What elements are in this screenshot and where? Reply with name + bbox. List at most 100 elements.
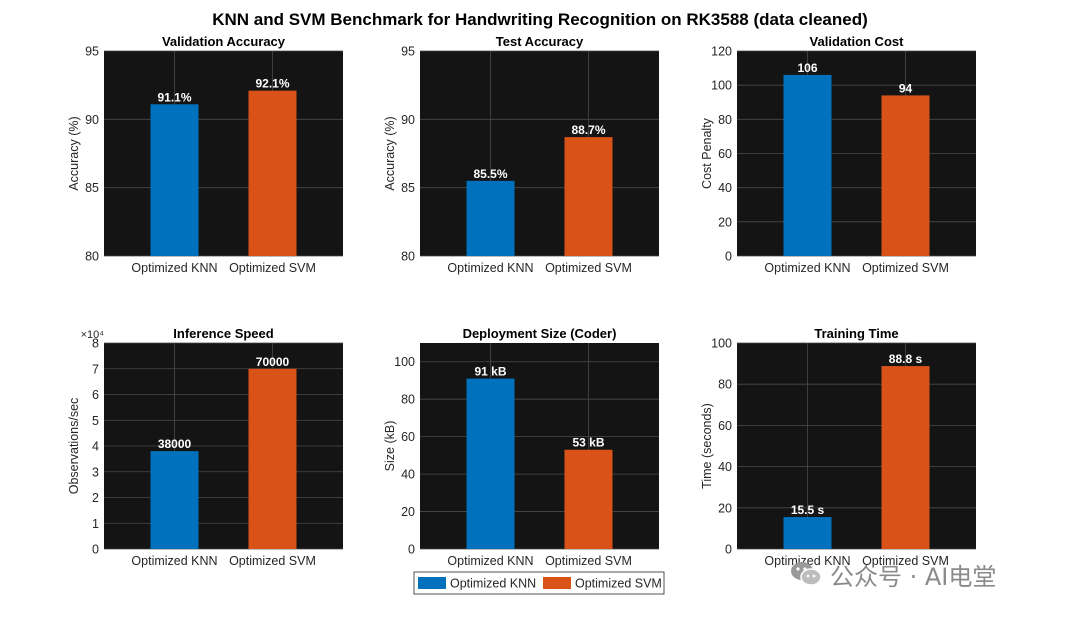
bar-knn bbox=[150, 451, 199, 549]
y-tick-label: 8 bbox=[92, 337, 99, 351]
legend-swatch-svm bbox=[543, 577, 571, 589]
watermark: 公众号 · AI电堂 bbox=[790, 556, 996, 592]
subplot-title: Validation Accuracy bbox=[162, 34, 286, 49]
y-tick-label: 0 bbox=[725, 250, 732, 264]
subplot-3: 106 94 0 20 40 60 80 100 120 Optimized KNN Optimiz… bbox=[700, 34, 976, 275]
bar-svm bbox=[881, 95, 930, 257]
y-tick-label: 95 bbox=[401, 45, 415, 59]
x-tick-label: Optimized SVM bbox=[545, 261, 632, 275]
legend-label-svm: Optimized SVM bbox=[575, 577, 662, 591]
x-tick-label: Optimized SVM bbox=[545, 554, 632, 568]
bar-svm bbox=[881, 366, 930, 549]
subplot-title: Validation Cost bbox=[810, 34, 905, 49]
subplot-title: Training Time bbox=[814, 326, 898, 341]
data-label: 15.5 s bbox=[791, 503, 825, 517]
legend-box bbox=[413, 571, 665, 595]
subplot-1: 91.1% 92.1% 80 85 90 95 Optimized KNN Optimized… bbox=[67, 34, 343, 275]
y-tick-label: 2 bbox=[92, 491, 99, 505]
legend-swatch-knn bbox=[418, 577, 446, 589]
y-tick-label: 20 bbox=[401, 505, 415, 519]
y-axis-label: Size (kB) bbox=[383, 421, 397, 472]
x-tick-label: Optimized SVM bbox=[229, 261, 316, 275]
bar-svm bbox=[248, 368, 297, 549]
axes-background bbox=[420, 343, 659, 549]
y-tick-label: 80 bbox=[85, 250, 99, 264]
y-tick-label: 80 bbox=[401, 393, 415, 407]
watermark-text: 公众号 · AI电堂 bbox=[830, 562, 997, 591]
y-tick-label: 0 bbox=[92, 543, 99, 557]
data-label: 106 bbox=[797, 61, 817, 75]
y-tick-label: 85 bbox=[85, 181, 99, 195]
x-tick-label: Optimized SVM bbox=[229, 554, 316, 568]
axes-background bbox=[737, 343, 976, 549]
bar-knn bbox=[466, 378, 515, 549]
y-tick-label: 120 bbox=[711, 45, 732, 59]
x-tick-label: Optimized SVM bbox=[862, 261, 949, 275]
y-tick-label: 1 bbox=[92, 517, 99, 531]
y-tick-label: 100 bbox=[394, 355, 415, 369]
legend: Optimized KNN Optimized SVM bbox=[413, 571, 665, 595]
legend-label-knn: Optimized KNN bbox=[450, 577, 536, 591]
bar-svm bbox=[564, 449, 613, 549]
x-tick-label: Optimized KNN bbox=[764, 554, 850, 568]
bar-knn bbox=[783, 517, 832, 549]
y-exponent-label: ×10⁴ bbox=[81, 329, 105, 341]
data-label: 53 kB bbox=[572, 436, 604, 450]
data-label: 91 kB bbox=[474, 365, 506, 379]
figure-title: KNN and SVM Benchmark for Handwriting Re… bbox=[212, 10, 868, 29]
y-tick-label: 3 bbox=[92, 465, 99, 479]
y-tick-label: 100 bbox=[711, 337, 732, 351]
y-tick-label: 95 bbox=[85, 45, 99, 59]
x-tick-label: Optimized KNN bbox=[131, 261, 217, 275]
y-tick-label: 90 bbox=[85, 113, 99, 127]
y-axis-label: Observations/sec bbox=[67, 398, 81, 495]
y-tick-label: 90 bbox=[401, 113, 415, 127]
axes-background bbox=[104, 51, 343, 256]
y-tick-label: 20 bbox=[718, 501, 732, 515]
y-tick-label: 5 bbox=[92, 414, 99, 428]
x-tick-label: Optimized SVM bbox=[862, 554, 949, 568]
y-tick-label: 100 bbox=[711, 79, 732, 93]
subplot-6: 15.5 s 88.8 s 0 20 40 60 80 100 Optimized KNN Opt… bbox=[700, 326, 976, 568]
y-tick-label: 40 bbox=[718, 460, 732, 474]
data-label: 88.7% bbox=[571, 123, 605, 137]
y-tick-label: 6 bbox=[92, 388, 99, 402]
subplot-4: 38000 70000 0 1 2 3 4 5 6 7 8 Optimized KNN Optimize… bbox=[67, 326, 343, 568]
subplot-5: 91 kB 53 kB 0 20 40 60 80 100 Optimized KNN Optim… bbox=[383, 326, 659, 568]
y-axis-label: Time (seconds) bbox=[700, 403, 714, 489]
y-tick-label: 40 bbox=[401, 468, 415, 482]
y-tick-label: 60 bbox=[401, 430, 415, 444]
y-tick-label: 0 bbox=[725, 543, 732, 557]
data-label: 88.8 s bbox=[889, 352, 923, 366]
y-tick-label: 4 bbox=[92, 440, 99, 454]
y-axis-label: Cost Penalty bbox=[700, 117, 714, 189]
y-tick-label: 80 bbox=[718, 378, 732, 392]
bar-knn bbox=[150, 104, 199, 256]
y-tick-label: 85 bbox=[401, 181, 415, 195]
subplot-title: Test Accuracy bbox=[496, 34, 584, 49]
bar-svm bbox=[564, 137, 613, 256]
x-tick-label: Optimized KNN bbox=[131, 554, 217, 568]
y-tick-label: 40 bbox=[718, 181, 732, 195]
y-tick-label: 80 bbox=[401, 250, 415, 264]
y-tick-label: 60 bbox=[718, 419, 732, 433]
data-label: 91.1% bbox=[157, 90, 191, 104]
data-label: 92.1% bbox=[255, 77, 289, 91]
x-tick-label: Optimized KNN bbox=[447, 554, 533, 568]
wechat-logo-icon bbox=[791, 562, 822, 586]
x-tick-label: Optimized KNN bbox=[764, 261, 850, 275]
y-tick-label: 0 bbox=[408, 543, 415, 557]
y-tick-label: 20 bbox=[718, 215, 732, 229]
bar-svm bbox=[248, 90, 297, 256]
y-tick-label: 7 bbox=[92, 362, 99, 376]
data-label: 38000 bbox=[158, 437, 192, 451]
subplot-title: Deployment Size (Coder) bbox=[463, 326, 617, 341]
bar-knn bbox=[783, 74, 832, 257]
y-axis-label: Accuracy (%) bbox=[383, 116, 397, 190]
x-tick-label: Optimized KNN bbox=[447, 261, 533, 275]
subplot-2: 85.5% 88.7% 80 85 90 95 Optimized KNN Optimized… bbox=[383, 34, 659, 275]
y-tick-label: 60 bbox=[718, 147, 732, 161]
subplot-title: Inference Speed bbox=[173, 326, 273, 341]
